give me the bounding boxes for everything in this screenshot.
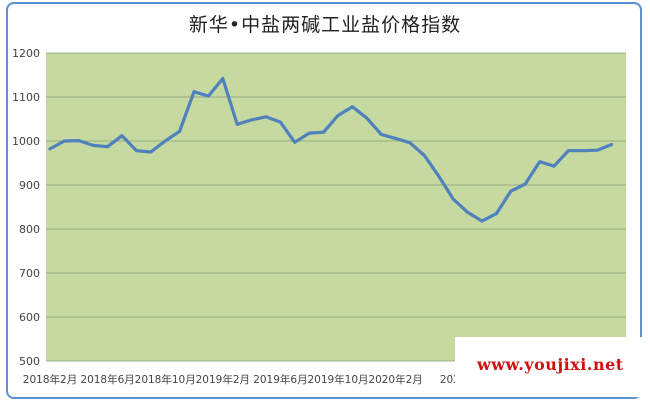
series-line — [48, 76, 614, 223]
chart-title: 新华•中盐两碱工业盐价格指数 — [188, 14, 462, 36]
data-point — [423, 154, 426, 157]
data-point — [596, 149, 599, 152]
data-point — [236, 123, 239, 126]
data-point — [552, 164, 556, 168]
data-point — [178, 130, 181, 133]
data-point — [92, 144, 95, 147]
data-point — [581, 149, 584, 152]
x-tick-label: 2018年10月 — [135, 373, 196, 386]
data-point — [308, 131, 311, 135]
data-point — [524, 182, 527, 186]
y-tick-label: 600 — [19, 311, 40, 324]
y-tick-label: 1200 — [12, 47, 40, 60]
y-tick-label: 700 — [19, 267, 40, 280]
data-point — [77, 139, 81, 142]
data-point — [135, 149, 138, 152]
x-tick-label: 2018年6月 — [80, 373, 134, 386]
data-point — [192, 90, 196, 93]
data-point — [250, 118, 253, 122]
data-point — [63, 139, 66, 143]
data-point — [264, 115, 268, 119]
data-point — [380, 133, 383, 136]
data-point — [408, 141, 412, 144]
y-tick-label: 900 — [19, 179, 40, 192]
data-point — [351, 105, 354, 108]
y-tick-label: 1000 — [12, 135, 40, 148]
data-point — [120, 134, 124, 137]
x-tick-label: 2019年10月 — [307, 373, 368, 386]
data-point — [149, 150, 152, 154]
data-point — [207, 94, 210, 98]
data-point — [538, 160, 541, 163]
data-point — [322, 131, 325, 134]
y-tick-label: 800 — [19, 223, 40, 236]
data-point — [365, 116, 368, 120]
x-tick-label: 2018年2月 — [23, 373, 77, 386]
data-point — [394, 137, 397, 140]
data-point — [106, 145, 109, 148]
data-point — [164, 139, 167, 143]
data-point — [336, 114, 340, 117]
y-tick-label: 1100 — [12, 91, 40, 104]
x-tick-label: 2019年2月 — [196, 373, 250, 386]
x-tick-label: 2020年2月 — [368, 373, 422, 386]
data-point — [509, 189, 512, 193]
data-point — [437, 175, 440, 178]
data-point — [466, 211, 469, 214]
data-point — [48, 147, 52, 151]
data-point — [480, 219, 484, 223]
data-point — [293, 141, 296, 144]
x-tick-label: 2019年6月 — [253, 373, 307, 386]
data-point — [495, 212, 498, 215]
watermark: www.youjixi.net — [455, 337, 650, 397]
data-point — [452, 197, 455, 201]
data-point — [610, 143, 613, 146]
y-tick-label: 500 — [19, 355, 40, 368]
plot-area — [46, 53, 626, 361]
data-point — [221, 77, 224, 80]
data-point — [279, 120, 282, 124]
data-point — [567, 149, 570, 152]
watermark-text: www.youjixi.net — [477, 355, 624, 374]
